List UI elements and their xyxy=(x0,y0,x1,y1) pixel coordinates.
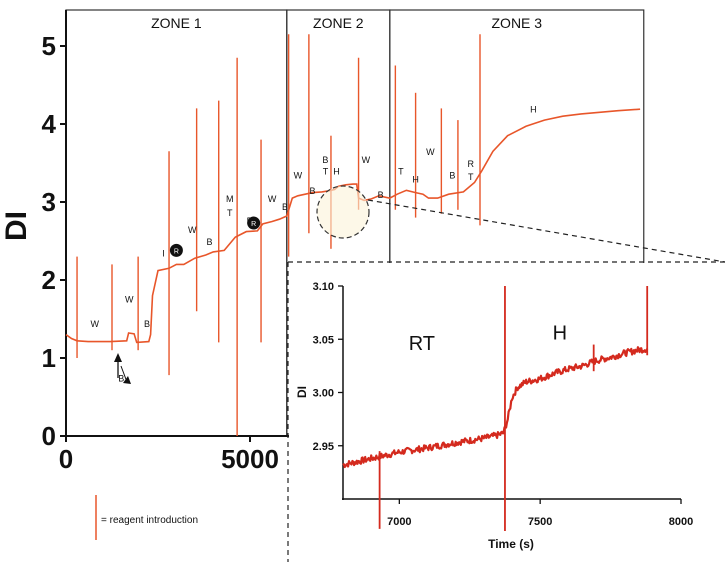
main-circled-marker xyxy=(247,216,261,230)
inset-x-tick-label: 7000 xyxy=(387,516,411,528)
inset-y-axis-label: DI xyxy=(295,386,309,398)
main-x-tick-label: 0 xyxy=(59,444,73,474)
main-annotation-label: W xyxy=(188,225,197,235)
arrow-b-head xyxy=(114,353,122,362)
main-annotation-label: W xyxy=(268,194,277,204)
main-annotation-label: W xyxy=(125,295,134,305)
zone-2-label: ZONE 2 xyxy=(313,15,364,31)
main-circled-marker-label: R xyxy=(251,221,256,228)
main-series-line xyxy=(65,108,641,344)
main-annotation-label: I xyxy=(162,249,165,259)
main-y-tick-label: 0 xyxy=(42,421,56,451)
arrow-w-head xyxy=(123,376,131,384)
inset-x-tick-label: 7500 xyxy=(528,516,552,528)
main-annotation-label: H xyxy=(412,175,419,185)
main-annotation-label: B xyxy=(118,373,124,383)
zoom-guide-diagonal xyxy=(367,199,725,263)
main-annotation-label: W xyxy=(90,319,99,329)
zone-1-label: ZONE 1 xyxy=(151,15,202,31)
inset-y-tick-label: 3.00 xyxy=(313,388,334,400)
legend: = reagent introduction xyxy=(95,495,198,540)
inset-x-tick-label: 8000 xyxy=(669,516,693,528)
inset-series-line xyxy=(342,346,649,469)
inset-chart-panel: 2.95 3.00 3.05 3.10 7000 7500 8000 Time (s) DI RT… xyxy=(289,263,725,562)
inset-x-axis-label: Time (s) xyxy=(488,537,534,551)
main-y-tick-label: 3 xyxy=(42,187,56,217)
main-annotation-label: M xyxy=(226,194,234,204)
main-annotation-label: R xyxy=(468,159,475,169)
main-annotation-label: B xyxy=(378,190,384,200)
main-annotation-label: B xyxy=(207,237,213,247)
main-annotation-label: W xyxy=(426,147,435,157)
main-annotation-label: B xyxy=(282,202,288,212)
main-annotation-label: W xyxy=(362,155,371,165)
inset-y-tick-label: 3.05 xyxy=(313,334,334,346)
main-annotation-label: T xyxy=(227,208,233,218)
main-annotation-label: T xyxy=(468,172,474,182)
main-annotation-label: H xyxy=(333,167,340,177)
main-y-tick-label: 5 xyxy=(42,31,56,61)
main-y-tick-label: 2 xyxy=(42,265,56,295)
main-y-tick-label: 4 xyxy=(42,109,57,139)
main-annotation-label: T xyxy=(398,167,404,177)
main-circled-marker-label: R xyxy=(174,248,179,255)
main-annotation-label: B xyxy=(310,186,316,196)
main-y-axis-label: DI xyxy=(0,211,33,241)
main-annotation-label: B xyxy=(449,171,455,181)
main-x-tick-label: 5000 xyxy=(221,444,279,474)
inset-region-label: RT xyxy=(409,333,435,355)
inset-y-tick-label: 2.95 xyxy=(313,441,334,453)
main-y-tick-label: 1 xyxy=(42,343,56,373)
legend-text: = reagent introduction xyxy=(101,515,198,526)
main-annotation-label: H xyxy=(530,104,537,114)
inset-background xyxy=(289,263,725,562)
main-annotation-label: T xyxy=(323,167,329,177)
zone-3-label: ZONE 3 xyxy=(492,15,543,31)
inset-y-tick-label: 3.10 xyxy=(313,281,334,293)
zoom-callout xyxy=(287,185,725,562)
inset-region-label: H xyxy=(553,322,567,344)
main-annotation-label: B xyxy=(144,319,150,329)
main-annotation-label: B xyxy=(322,155,328,165)
zoom-circle xyxy=(316,185,370,239)
main-circled-marker xyxy=(169,243,183,257)
main-annotation-label: W xyxy=(294,171,303,181)
